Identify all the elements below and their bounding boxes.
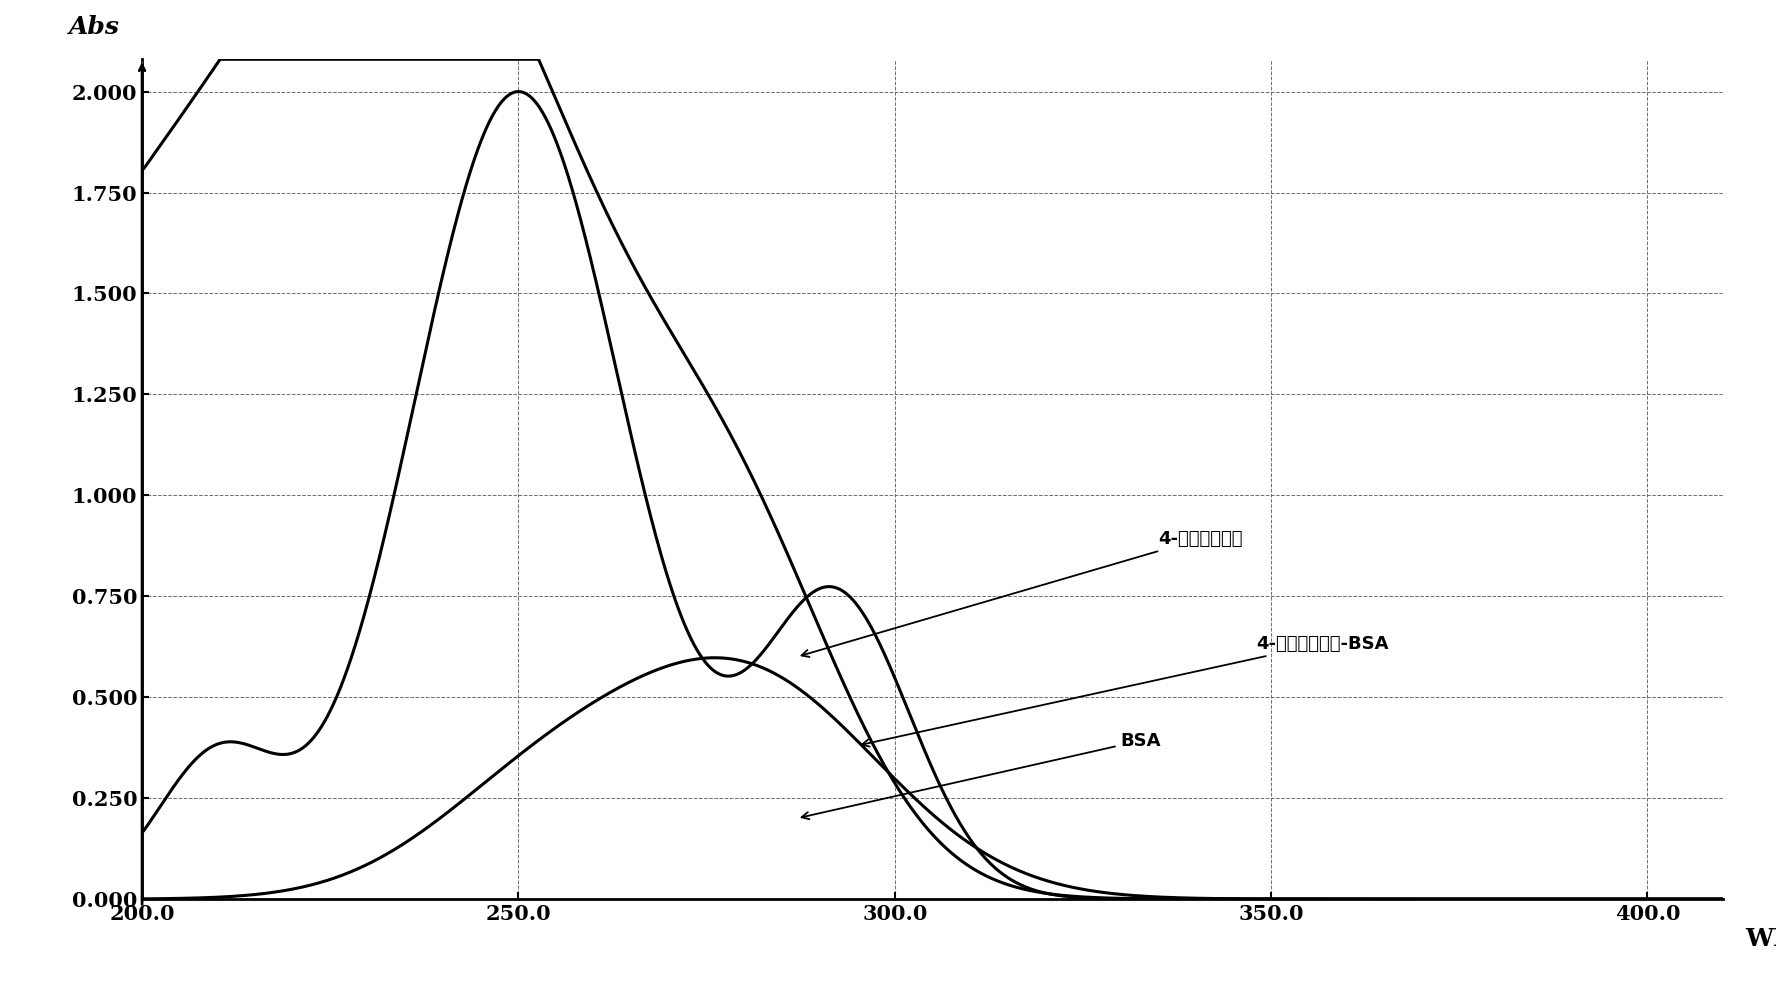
Text: 4-氨基二芯甲酮-BSA: 4-氨基二芯甲酮-BSA <box>861 634 1389 747</box>
Text: BSA: BSA <box>801 732 1162 819</box>
Text: WL: WL <box>1746 928 1776 951</box>
Text: 4-氨基二芯甲酮: 4-氨基二芯甲酮 <box>801 530 1243 657</box>
Text: Abs: Abs <box>69 15 119 40</box>
